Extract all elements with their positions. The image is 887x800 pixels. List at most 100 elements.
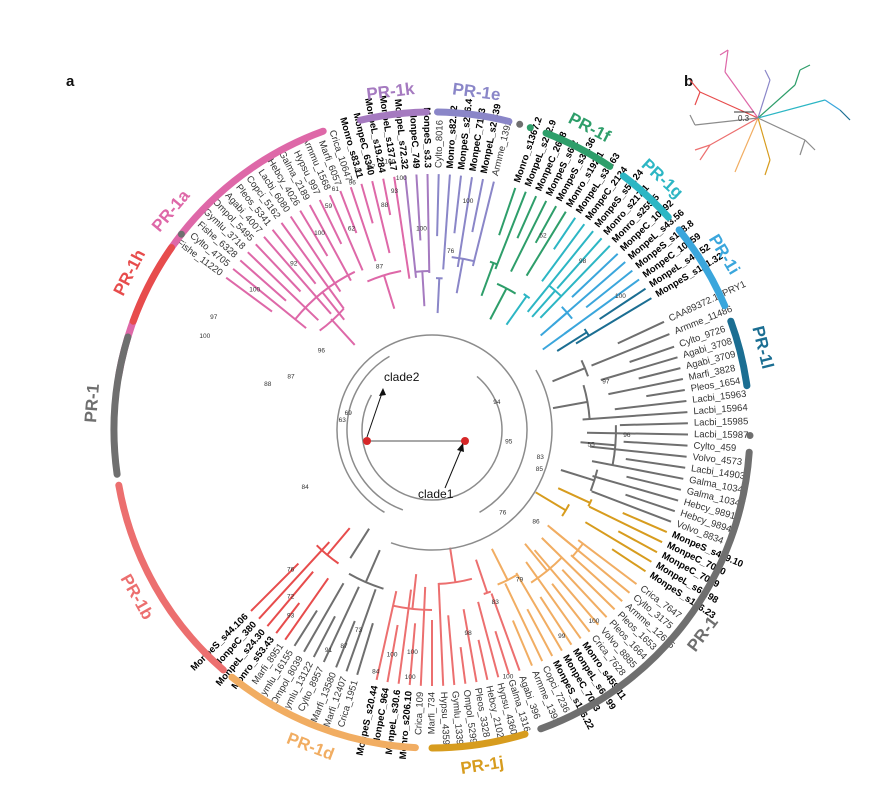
stem-branch (330, 318, 356, 346)
clade2-arrow (366, 389, 384, 438)
tip-branch (360, 183, 374, 224)
tip-branch (577, 539, 638, 585)
inset-branch (757, 117, 806, 141)
tip-branch (617, 320, 665, 345)
bootstrap-value: 87 (287, 374, 295, 381)
tip-branch (437, 582, 445, 686)
tip-branch (293, 609, 318, 647)
tip-branch (289, 215, 342, 293)
tip-branch (382, 178, 392, 216)
stem-branch (321, 291, 345, 321)
group-arc (428, 730, 529, 752)
tip-branch (275, 602, 301, 634)
tip-branch (426, 173, 431, 274)
tip-branch (526, 608, 554, 657)
bootstrap-value: 100 (199, 333, 210, 340)
tip-branch (591, 460, 684, 480)
tip-branch (462, 609, 478, 683)
group-arc (727, 317, 751, 390)
tip-branch (570, 554, 623, 603)
stem-branch (505, 295, 528, 326)
tip-branch (397, 589, 412, 684)
inset-branch (757, 99, 826, 119)
stem-branch (557, 487, 591, 504)
bootstrap-value: 100 (503, 674, 514, 681)
bootstrap-value: 83 (537, 454, 545, 461)
stem-branch (403, 243, 411, 279)
tip-branch (617, 530, 658, 554)
inset-branch (699, 91, 759, 119)
clade-branch (451, 256, 475, 263)
bootstrap-value: 83 (492, 599, 500, 606)
tip-branch (551, 583, 591, 633)
inset-branch (824, 99, 841, 111)
tip-branch (471, 178, 484, 233)
tip-branch (408, 623, 417, 686)
tip-branch (623, 440, 688, 447)
tip-branch (318, 199, 343, 245)
clade-branch (571, 543, 584, 558)
backbone-branch (361, 375, 503, 501)
tip-branch (386, 624, 399, 683)
clade-branch (392, 604, 433, 611)
tip-branch (308, 204, 352, 282)
tip-branch (258, 541, 331, 620)
bootstrap-value: 84 (301, 484, 309, 491)
bootstrap-value: 100 (407, 649, 418, 656)
tip-branch (556, 237, 603, 290)
tip-branch (526, 230, 594, 313)
leaf-label: Lacbi_15987 (694, 429, 749, 441)
backbone-branch (390, 369, 553, 551)
group-arc (675, 226, 729, 310)
stem-branch (455, 258, 464, 294)
bootstrap-value: 61 (332, 186, 340, 193)
stem-branch (535, 491, 567, 512)
tip-branch (255, 243, 302, 293)
tip-branch (592, 475, 679, 502)
tip-branch (266, 571, 314, 627)
tip-branch (619, 422, 688, 427)
tip-branch (299, 210, 329, 257)
tip-branch (419, 586, 427, 686)
group-arc (129, 244, 175, 325)
inset-branch (724, 71, 759, 119)
bootstrap-value: 63 (339, 417, 347, 424)
tip-branch (247, 251, 319, 321)
group-arc (357, 108, 430, 124)
bootstrap-value: 96 (349, 180, 357, 187)
bootstrap-value: 99 (558, 633, 566, 640)
tip-branch (515, 572, 563, 652)
tip-branch (375, 590, 398, 681)
tip-branch (453, 175, 462, 234)
inset-branch (709, 117, 759, 146)
bootstrap-value: 52 (539, 233, 547, 240)
clade-branch (497, 573, 518, 586)
inset-branch (757, 117, 771, 161)
tip-branch (564, 278, 640, 335)
group-arc (542, 129, 614, 170)
stem-branch (542, 328, 572, 351)
clade-branch (438, 577, 473, 585)
tip-branch (225, 276, 273, 313)
tip-branch (553, 217, 577, 250)
inset-branch (804, 139, 816, 151)
tip-branch (415, 174, 422, 241)
clade1-label: clade1 (418, 487, 454, 501)
stem-branch (480, 262, 495, 297)
inset-branch (694, 144, 711, 151)
bootstrap-value: 98 (579, 258, 587, 265)
panel-b-letter: b (684, 73, 693, 90)
bootstrap-value: 100 (589, 618, 600, 625)
stem-branch (475, 559, 489, 594)
tip-branch (541, 537, 616, 611)
tip-branch (510, 200, 548, 273)
stem-branch (383, 275, 396, 309)
bootstrap-value: 87 (376, 263, 384, 270)
stem-branch (326, 527, 351, 556)
bootstrap-value: 73 (355, 627, 363, 634)
stem-branch (556, 331, 588, 352)
leaf-label: MonpeC_749 (407, 110, 422, 169)
group-arc (115, 127, 327, 379)
tip-branch (447, 615, 456, 686)
bootstrap-value: 96 (318, 348, 326, 355)
